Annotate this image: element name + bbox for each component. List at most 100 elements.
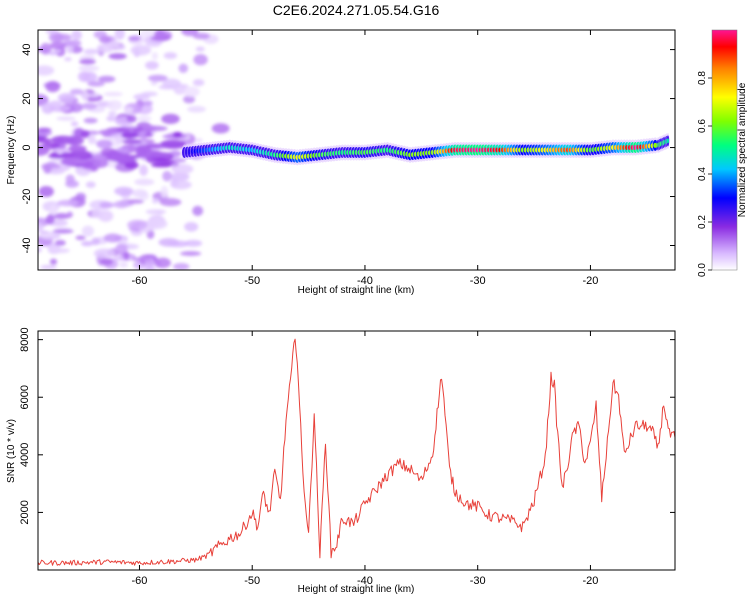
noise-blob-core [80, 130, 90, 139]
noise-blob [151, 198, 159, 204]
noise-blob [147, 74, 168, 82]
noise-blob [91, 237, 100, 246]
noise-blob [78, 65, 100, 72]
noise-blob-core [141, 125, 168, 132]
noise-blob [160, 185, 169, 198]
noise-blob [64, 57, 72, 62]
snr-x-tick-label: -50 [244, 575, 260, 587]
noise-blob [171, 163, 194, 175]
noise-blob [83, 117, 98, 124]
noise-blob-core [65, 135, 84, 146]
spectrogram-y-tick-label: 20 [21, 92, 33, 104]
noise-blob-core [172, 131, 183, 138]
noise-blob [131, 257, 152, 262]
spectrogram-frame [37, 29, 676, 271]
noise-blob [49, 258, 58, 265]
noise-blob [178, 63, 189, 73]
noise-blob [181, 30, 199, 37]
noise-blob [195, 46, 205, 52]
snr-y-tick-label: 4000 [19, 443, 31, 467]
noise-blob [134, 178, 155, 186]
noise-blob [183, 86, 200, 98]
noise-blob-core [60, 157, 84, 166]
noise-blob [183, 95, 196, 104]
snr-x-axis-label: Height of straight line (km) [298, 584, 415, 595]
noise-blob [38, 185, 54, 198]
noise-blob [150, 80, 158, 86]
noise-blob [69, 102, 84, 113]
noise-blob [139, 30, 158, 38]
noise-blob-core [109, 153, 135, 163]
noise-blob-core [60, 152, 73, 159]
noise-blob-core [83, 160, 92, 168]
noise-blob-core [154, 153, 173, 158]
noise-blob [106, 100, 123, 111]
noise-blob [211, 123, 230, 134]
noise-blob [141, 91, 158, 97]
noise-blob [192, 32, 211, 40]
noise-blob [38, 232, 54, 237]
noise-blob [170, 180, 192, 190]
noise-blob [87, 81, 105, 87]
noise-blob [126, 115, 137, 123]
noise-blob-core [50, 151, 59, 159]
noise-blob [192, 205, 204, 216]
colorbar-tick-label: 0.0 [697, 263, 708, 277]
noise-blob [45, 215, 55, 225]
noise-blob [192, 79, 205, 87]
noise-blob [139, 164, 148, 176]
spectrogram-x-tick-label: -30 [470, 275, 486, 287]
noise-blob [56, 116, 76, 121]
colorbar-tick-label: 0.8 [697, 71, 708, 85]
noise-blob [91, 209, 104, 219]
spectrogram-x-axis-label: Height of straight line (km) [298, 285, 415, 296]
noise-blob [49, 204, 58, 216]
noise-blob [83, 48, 100, 55]
colorbar-tick-label: 0.6 [697, 119, 708, 133]
colorbar-tick-label: 0.2 [697, 215, 708, 229]
noise-blob [49, 105, 71, 112]
noise-blob [145, 209, 167, 215]
noise-blob [171, 158, 187, 163]
noise-blob [69, 88, 84, 95]
noise-blob [130, 44, 152, 56]
noise-blob [52, 147, 70, 153]
spectrogram-x-tick-label: -60 [132, 275, 148, 287]
noise-blob [154, 257, 171, 269]
noise-blob [52, 213, 71, 220]
noise-blob [99, 201, 114, 209]
noise-blob-core [98, 129, 119, 136]
noise-blob [145, 60, 159, 70]
noise-blob [54, 239, 66, 246]
noise-blob [151, 52, 158, 60]
noise-blob [123, 252, 130, 261]
spectrogram-panel: -60 -50 -40 -30 -20 40 20 0 -20 -40 Height of str… [6, 29, 676, 296]
noise-blob [75, 235, 86, 241]
noise-blob [41, 102, 55, 114]
ridge-core [653, 142, 658, 148]
noise-blob [91, 139, 98, 145]
snr-panel: -60 -50 -40 -30 -20 2000 4000 6000 8000 Height o… [6, 327, 676, 595]
noise-blob [142, 100, 153, 106]
noise-blob [167, 240, 190, 248]
ridge-core [666, 138, 669, 144]
noise-blob [65, 174, 75, 184]
noise-blob [38, 247, 42, 253]
noise-blob [66, 211, 73, 218]
noise-blob [195, 138, 203, 143]
noise-blob [70, 121, 79, 127]
snr-axes: -60 -50 -40 -30 -20 2000 4000 6000 8000 [19, 327, 675, 587]
colorbar-label: Normalized spectral amplitude [737, 82, 748, 217]
noise-blob-core [151, 163, 173, 168]
noise-blob [114, 30, 125, 40]
noise-blob [115, 243, 128, 253]
snr-x-tick-label: -40 [357, 575, 373, 587]
noise-blob [63, 39, 82, 47]
noise-blob [49, 41, 67, 50]
spectrogram-y-tick-label: -40 [21, 238, 33, 254]
spectrogram-axes: -60 -50 -40 -30 -20 40 20 0 -20 -40 [21, 30, 675, 287]
noise-blob-core [135, 144, 152, 152]
spectrogram-y-tick-label: -20 [21, 189, 33, 205]
noise-blob [103, 91, 123, 97]
